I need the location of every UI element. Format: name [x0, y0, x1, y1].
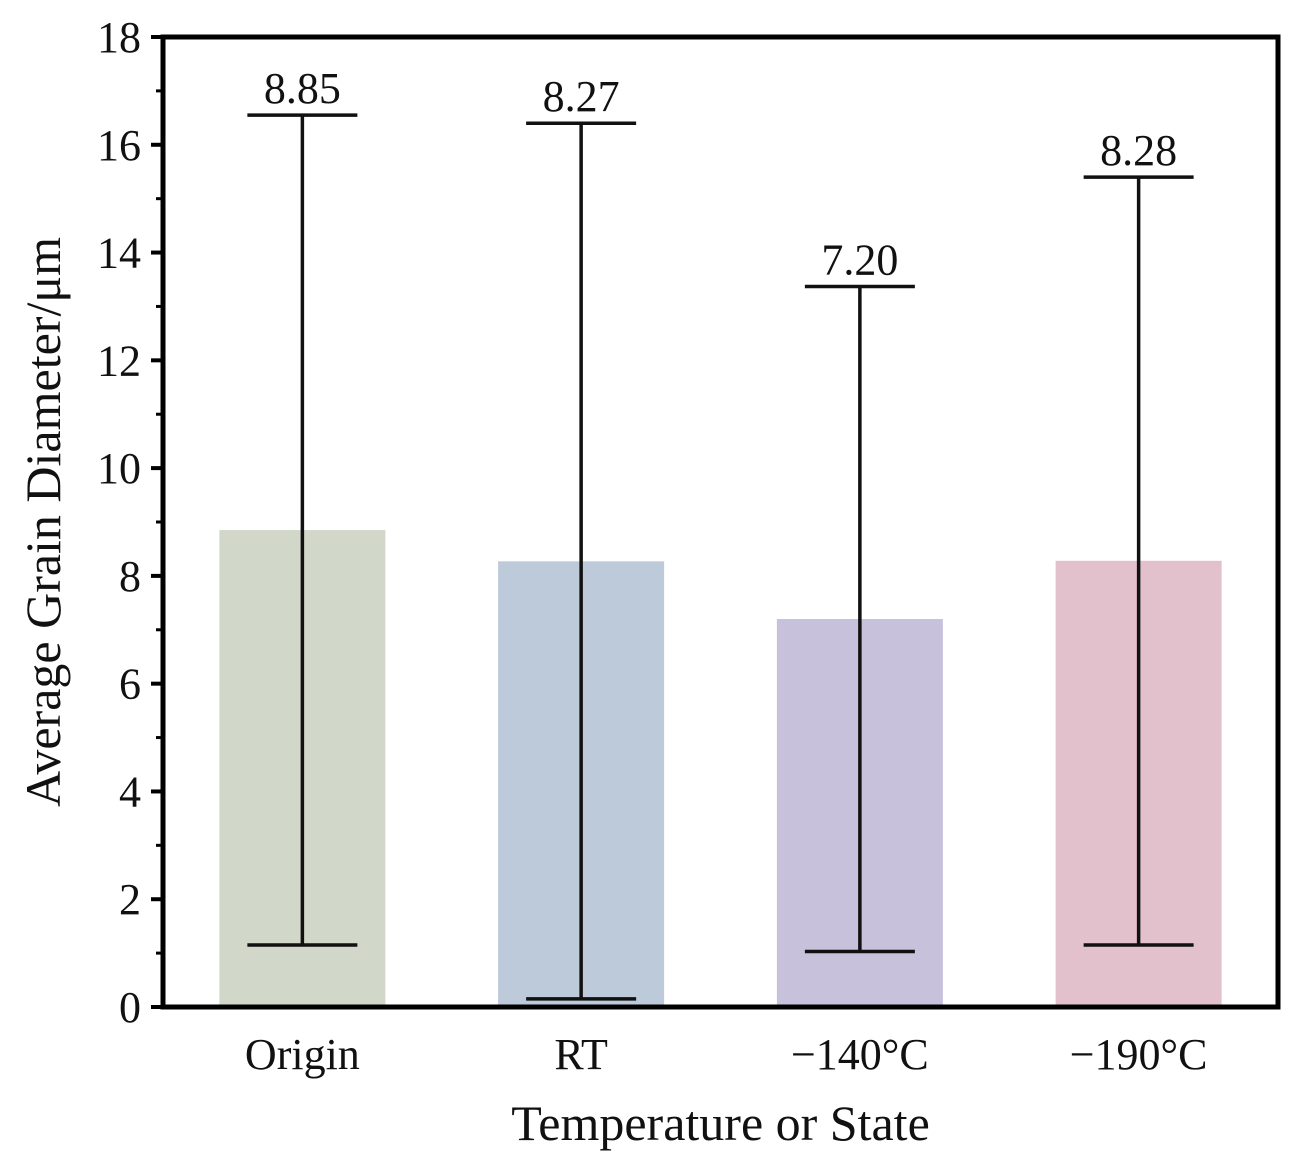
y-tick-label: 0 [119, 983, 141, 1032]
x-tick-label: −140°C [791, 1030, 929, 1079]
y-tick-label: 4 [119, 767, 141, 816]
y-axis-title: Average Grain Diameter/μm [15, 237, 71, 807]
y-tick-label: 10 [97, 444, 141, 493]
data-label: 8.27 [543, 72, 620, 121]
data-label: 8.28 [1100, 126, 1177, 175]
y-tick-label: 12 [97, 336, 141, 385]
x-tick-label: −190°C [1070, 1030, 1208, 1079]
x-tick-label: Origin [245, 1030, 360, 1079]
y-tick-label: 8 [119, 552, 141, 601]
y-tick-label: 14 [97, 229, 141, 278]
x-axis-title: Temperature or State [511, 1095, 930, 1151]
y-tick-label: 16 [97, 121, 141, 170]
data-label: 8.85 [264, 64, 341, 113]
y-tick-label: 2 [119, 875, 141, 924]
y-axis-ticks: 0 2 4 6 8 10 12 14 16 18 [97, 13, 163, 1032]
x-tick-label: RT [554, 1030, 608, 1079]
bars-layer [219, 530, 1222, 1007]
y-tick-label: 18 [97, 13, 141, 62]
data-label: 7.20 [821, 236, 898, 285]
error-bars-layer [247, 113, 1194, 1001]
y-tick-label: 6 [119, 660, 141, 709]
labels-layer: 8.85 Origin 8.27 RT 7.20 −140°C 8.28 −190°C [245, 64, 1208, 1079]
